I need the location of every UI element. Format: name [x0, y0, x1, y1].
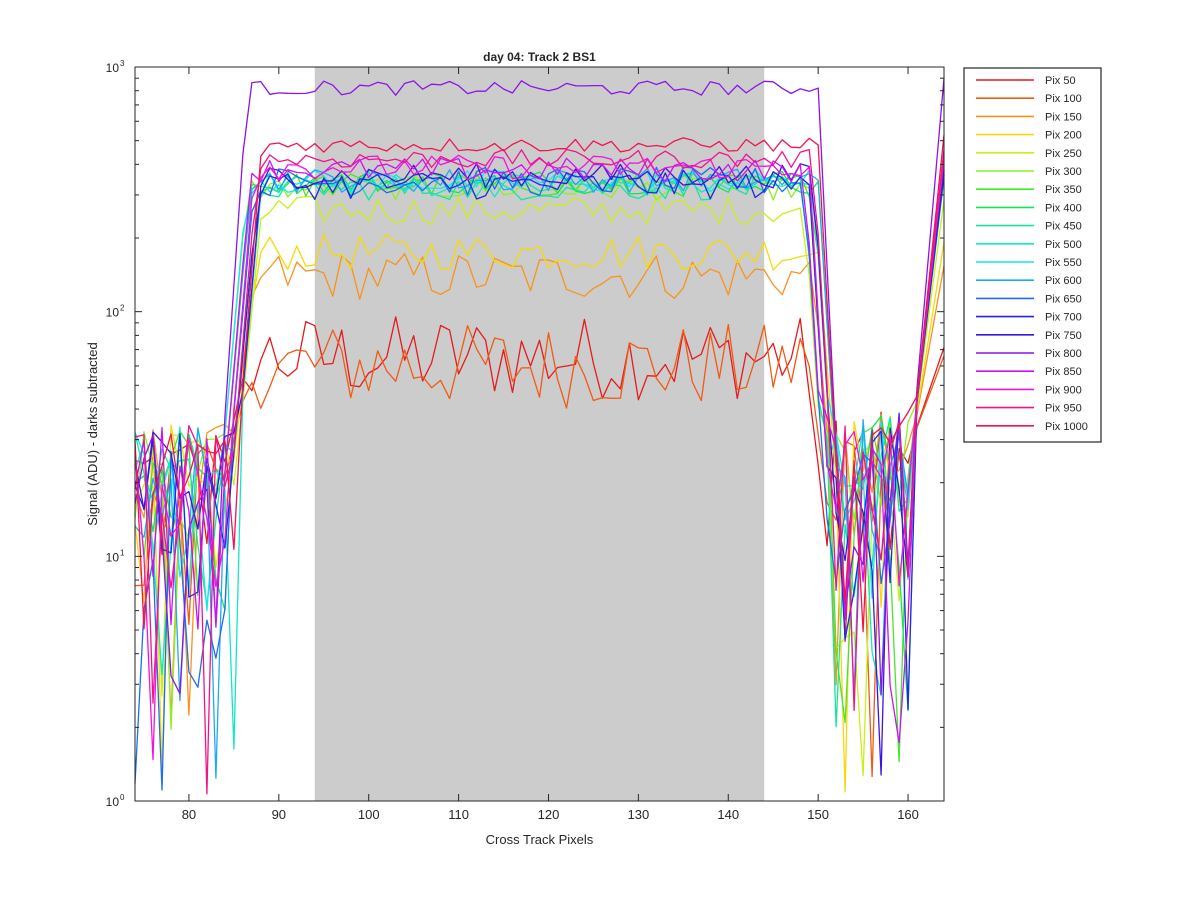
legend-entry: Pix 700	[1045, 312, 1082, 324]
y-tick-exponent: 3	[120, 59, 125, 68]
x-axis-label: Cross Track Pixels	[486, 832, 594, 847]
series-line-pix-250	[134, 195, 945, 777]
legend-entry: Pix 1000	[1045, 421, 1088, 433]
series-line-pix-700	[134, 169, 945, 711]
legend-entry: Pix 600	[1045, 275, 1082, 287]
legend-entry: Pix 350	[1045, 184, 1082, 196]
x-tick-label: 80	[182, 807, 196, 822]
y-tick-exponent: 2	[120, 304, 125, 313]
legend-entry: Pix 200	[1045, 130, 1082, 142]
legend-entry: Pix 50	[1045, 75, 1076, 87]
y-tick-label: 10	[106, 550, 120, 564]
legend-entry: Pix 300	[1045, 166, 1082, 178]
series-line-pix-950	[134, 148, 945, 795]
x-tick-label: 100	[358, 807, 380, 822]
x-tick-label: 110	[448, 807, 469, 822]
legend-entry: Pix 750	[1045, 330, 1082, 342]
legend: Pix 50 Pix 100 Pix 150 Pix 200 Pix 250 Pix 30…	[963, 67, 1102, 443]
axes-box	[134, 66, 945, 802]
series-line-pix-1000	[134, 134, 945, 633]
legend-box	[963, 67, 1102, 443]
series-line-pix-850	[134, 157, 945, 744]
legend-entry: Pix 550	[1045, 257, 1082, 269]
x-tick-label: 160	[897, 807, 919, 822]
series-line-pix-800	[134, 78, 945, 696]
y-tick-exponent: 0	[120, 793, 125, 802]
series-line-pix-100	[134, 323, 945, 778]
x-tick-label: 140	[717, 807, 739, 822]
y-tick-label: 10	[106, 306, 120, 320]
y-axis-label: Signal (ADU) - darks subtracted	[85, 342, 100, 526]
series-line-pix-900	[134, 154, 945, 761]
x-tick-label: 130	[628, 807, 650, 822]
chart-title: day 04: Track 2 BS1	[483, 50, 596, 64]
legend-entry: Pix 150	[1045, 111, 1082, 123]
x-tick-label: 90	[272, 807, 286, 822]
x-tick-label: 120	[538, 807, 560, 822]
legend-entry: Pix 250	[1045, 148, 1082, 160]
legend-entry: Pix 100	[1045, 93, 1082, 105]
y-tick-exponent: 1	[120, 548, 125, 557]
legend-entry: Pix 450	[1045, 221, 1082, 233]
series-group	[134, 78, 945, 795]
legend-entry: Pix 650	[1045, 293, 1082, 305]
legend-entry: Pix 850	[1045, 366, 1082, 378]
series-line-pix-50	[134, 316, 945, 642]
y-tick-label: 10	[106, 61, 120, 75]
legend-entry: Pix 900	[1045, 384, 1082, 396]
legend-entry: Pix 500	[1045, 239, 1082, 251]
legend-entry: Pix 400	[1045, 202, 1082, 214]
y-tick-label: 10	[106, 795, 120, 809]
x-tick-label: 150	[807, 807, 829, 822]
legend-entry: Pix 800	[1045, 348, 1082, 360]
legend-entry: Pix 950	[1045, 403, 1082, 415]
